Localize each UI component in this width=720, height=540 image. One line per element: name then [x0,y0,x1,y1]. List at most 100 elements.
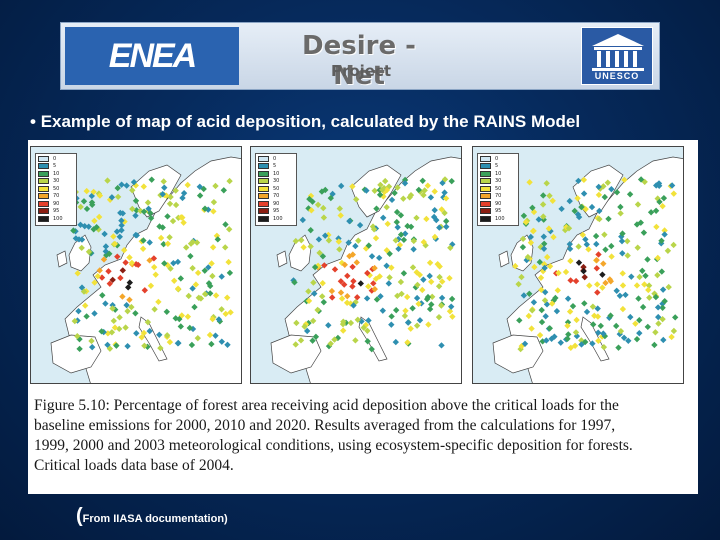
legend-swatch [38,200,49,207]
deposition-cell [189,264,196,272]
deposition-cell [101,230,108,238]
deposition-cell [114,253,121,260]
deposition-cell [668,182,676,189]
legend-row: 90 [480,200,516,208]
deposition-cell [178,214,185,221]
deposition-cell [111,324,119,331]
legend-row: 90 [38,200,74,208]
deposition-cell [616,292,624,299]
deposition-cell [531,263,538,271]
deposition-cell [420,238,427,246]
deposition-cell [551,333,558,340]
deposition-cell [125,284,132,291]
deposition-cell [224,294,231,301]
deposition-cell [566,308,574,315]
deposition-cell [668,333,675,341]
deposition-cell [336,205,343,212]
legend-swatch [480,155,491,162]
legend-swatch [38,208,49,215]
deposition-cell [180,189,188,197]
header-banner: ENEA Desire - Net Project UNESCO [60,22,660,91]
deposition-cell [428,278,435,285]
deposition-cell [601,231,608,238]
deposition-cell [186,324,193,332]
temple-icon [592,34,644,71]
legend-row: 90 [258,200,294,208]
deposition-cell [589,303,597,310]
deposition-cell [428,301,435,308]
deposition-cell [567,277,574,284]
deposition-cell [545,225,553,232]
legend-row: 95 [480,208,516,216]
deposition-cell [188,341,196,349]
deposition-cell [659,315,666,323]
deposition-cell [340,327,347,334]
deposition-cell [144,199,152,206]
deposition-cell [214,236,221,243]
deposition-cell [184,313,192,320]
legend-swatch [480,193,491,200]
deposition-cell [141,342,148,349]
deposition-cell [121,246,128,254]
deposition-cell [93,223,100,231]
legend-row: 30 [258,178,294,186]
deposition-cell [572,277,580,285]
deposition-cell [108,194,116,201]
legend-swatch [480,185,491,192]
deposition-cell [132,310,139,317]
caption-line: Figure 5.10: Percentage of forest area r… [34,397,619,414]
deposition-cell [111,240,119,248]
deposition-cell [654,304,662,311]
deposition-cell [424,182,431,189]
deposition-cell [310,279,317,286]
legend-label: 5 [53,163,57,170]
deposition-cell [595,191,603,199]
deposition-cell [431,206,438,214]
deposition-cell [600,343,608,351]
source-close-paren: ) [224,513,228,525]
deposition-cell [393,218,400,226]
deposition-cell [661,227,668,234]
deposition-cell [157,344,164,352]
source-text: From IIASA documentation [82,513,225,525]
deposition-cell [322,232,329,239]
deposition-cell [210,198,218,206]
deposition-cell [639,303,647,311]
deposition-cell [426,259,434,266]
enea-logo: ENEA [65,27,239,85]
deposition-cell [80,198,88,205]
deposition-cell [619,305,627,313]
legend-label: 100 [273,215,283,222]
deposition-cell [106,250,113,257]
deposition-cell [148,176,155,183]
deposition-cell [114,193,122,201]
legend-label: 100 [53,215,63,222]
deposition-cell [580,176,588,184]
deposition-cell [519,243,527,251]
legend-swatch [38,155,49,162]
legend-row: 50 [258,185,294,193]
deposition-cell [102,243,110,250]
deposition-cell [601,193,608,201]
deposition-cell [394,224,401,231]
deposition-cell [208,340,215,348]
deposition-cell [354,316,361,323]
deposition-cell [393,208,401,216]
legend-label: 30 [53,178,60,185]
deposition-cell [74,270,81,277]
europe-map [50,156,241,383]
deposition-cell [442,195,450,202]
deposition-cell [600,183,607,190]
deposition-cell [438,302,445,309]
legend-label: 10 [495,170,502,177]
deposition-cell [383,247,390,254]
deposition-cell [109,276,116,284]
deposition-cell [96,213,103,221]
europe-map [270,156,461,383]
deposition-cell [164,213,171,220]
deposition-cell [580,267,587,275]
deposition-cell [161,184,168,191]
deposition-cell [325,237,333,244]
caption-line: 1999, 2000 and 2003 meteorological condi… [34,437,633,454]
deposition-cell [176,315,183,323]
